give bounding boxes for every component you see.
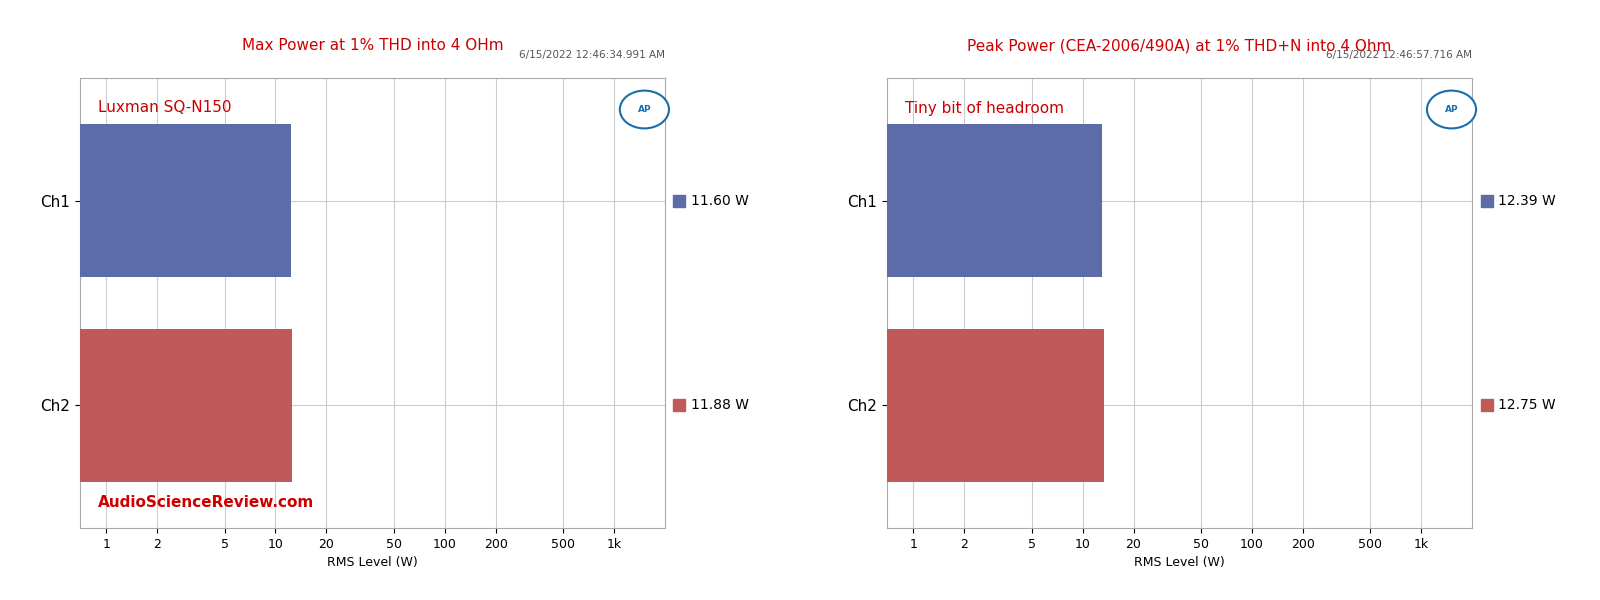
Text: Luxman SQ-N150: Luxman SQ-N150 [98, 100, 230, 115]
Text: AudioScienceReview.com: AudioScienceReview.com [98, 495, 314, 510]
Text: 11.60 W: 11.60 W [691, 194, 749, 208]
Bar [80, 329, 293, 482]
Text: AP: AP [1445, 105, 1458, 114]
Bar [886, 329, 1104, 482]
Circle shape [1427, 91, 1477, 128]
Bar [886, 124, 1102, 277]
Text: 6/15/2022 12:46:34.991 AM: 6/15/2022 12:46:34.991 AM [518, 50, 666, 60]
Text: 11.88 W: 11.88 W [691, 398, 749, 412]
Text: AP: AP [637, 105, 651, 114]
Text: Tiny bit of headroom: Tiny bit of headroom [904, 100, 1064, 115]
X-axis label: RMS Level (W): RMS Level (W) [326, 556, 418, 569]
Title: Max Power at 1% THD into 4 OHm: Max Power at 1% THD into 4 OHm [242, 38, 504, 53]
Title: Peak Power (CEA-2006/490A) at 1% THD+N into 4 Ohm: Peak Power (CEA-2006/490A) at 1% THD+N i… [968, 38, 1392, 53]
Text: 6/15/2022 12:46:57.716 AM: 6/15/2022 12:46:57.716 AM [1326, 50, 1472, 60]
Bar [80, 124, 291, 277]
Circle shape [619, 91, 669, 128]
Text: 12.39 W: 12.39 W [1498, 194, 1557, 208]
Text: 12.75 W: 12.75 W [1498, 398, 1555, 412]
X-axis label: RMS Level (W): RMS Level (W) [1134, 556, 1226, 569]
